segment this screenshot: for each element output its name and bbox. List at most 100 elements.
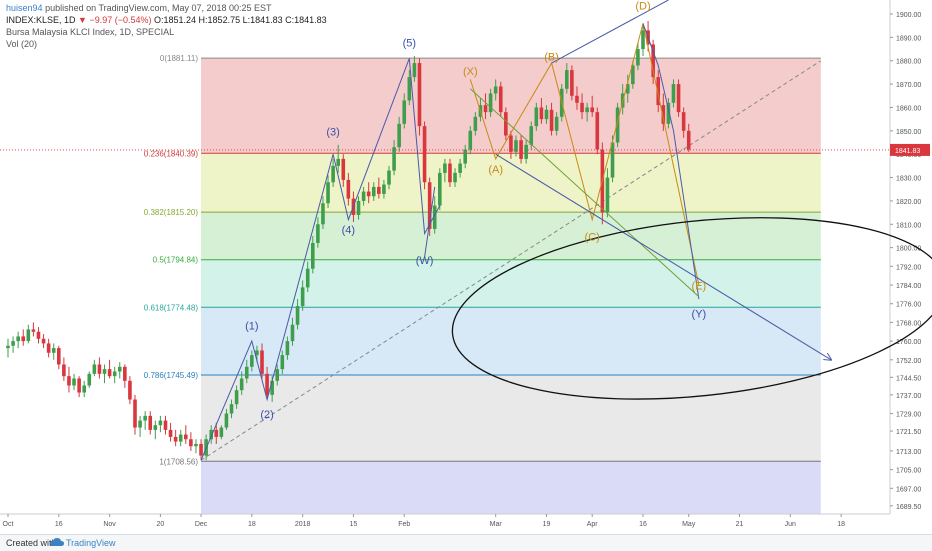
- candle: [539, 98, 544, 124]
- candle-body: [346, 179, 351, 199]
- candle-body: [387, 170, 391, 185]
- candle-body: [97, 364, 102, 374]
- candle-body: [671, 84, 676, 103]
- candle-body: [356, 200, 361, 215]
- time-tick-label: Oct: [3, 521, 14, 528]
- candle: [285, 336, 290, 360]
- candle-body: [51, 348, 56, 353]
- candle-body: [82, 385, 86, 393]
- candle-body: [112, 371, 117, 377]
- candle-body: [534, 107, 539, 127]
- time-axis[interactable]: Oct 16 Nov 20 Dec 18 2018 15 Feb Mar 19 Apr 16 May 21 J…: [0, 513, 890, 528]
- candle-body: [651, 44, 655, 78]
- price-tick-label: 1697.00: [896, 486, 921, 493]
- candle-body: [189, 439, 193, 447]
- candle: [92, 359, 97, 377]
- candle-body: [219, 427, 224, 437]
- candle: [346, 172, 351, 206]
- price-tick-label: 1850.00: [896, 129, 921, 136]
- candle: [214, 422, 219, 444]
- candle-body: [605, 177, 610, 213]
- candle-body: [224, 413, 229, 428]
- candle-body: [483, 105, 488, 113]
- candle-body: [432, 205, 437, 229]
- candle-body: [631, 65, 635, 85]
- candle: [305, 261, 310, 293]
- candle-body: [371, 186, 376, 197]
- candle-body: [250, 355, 254, 367]
- candle: [666, 98, 671, 129]
- candle: [168, 422, 173, 442]
- candle-body: [6, 345, 10, 349]
- candle: [366, 182, 371, 204]
- candle: [290, 317, 295, 346]
- candle: [173, 429, 178, 447]
- candle: [224, 408, 229, 430]
- candle-body: [493, 86, 498, 94]
- candle: [67, 366, 71, 393]
- price-tick-label: 1860.00: [896, 105, 921, 112]
- candle: [21, 329, 26, 346]
- candle-body: [260, 350, 264, 374]
- fib-zone-5: [201, 375, 821, 462]
- time-tick-label: 20: [157, 521, 165, 528]
- candle: [402, 93, 407, 129]
- candle: [554, 112, 559, 136]
- dashed-trendline: [200, 60, 822, 461]
- candle-body: [209, 429, 213, 440]
- candle-body: [321, 203, 325, 225]
- wave-label: (5): [403, 38, 416, 50]
- candle-body: [143, 415, 147, 421]
- candle-body: [565, 70, 569, 89]
- price-tick-label: 1705.00: [896, 468, 921, 475]
- time-tick-label: Jun: [785, 521, 796, 528]
- candle-body: [128, 380, 132, 400]
- author-link[interactable]: huisen94: [6, 3, 43, 13]
- candle: [397, 116, 401, 152]
- candle-body: [239, 378, 244, 391]
- candle: [590, 95, 594, 117]
- candle-body: [331, 165, 335, 183]
- candle-body: [463, 149, 467, 164]
- candle: [265, 366, 269, 400]
- price-tick-label: 1870.00: [896, 82, 921, 89]
- candle-body: [473, 116, 478, 131]
- tradingview-cloud-icon: [50, 537, 64, 549]
- candle: [234, 385, 239, 409]
- candle: [112, 366, 117, 384]
- price-chart[interactable]: 0(1881.11) 0.236(1840.39) 0.382(1815.20) 0.…: [0, 0, 932, 534]
- price-tick-label: 1830.00: [896, 176, 921, 183]
- time-tick-label: May: [682, 521, 696, 528]
- price-tick-label: 1890.00: [896, 35, 921, 42]
- candle: [123, 364, 127, 388]
- time-tick-label: 21: [736, 521, 744, 528]
- candle-body: [656, 77, 661, 106]
- candle-body: [524, 144, 528, 159]
- candle-body: [417, 63, 422, 127]
- fibonacci-retracement: 0(1881.11) 0.236(1840.39) 0.382(1815.20) 0.…: [144, 54, 821, 514]
- candle-body: [458, 163, 462, 173]
- candle: [361, 186, 366, 206]
- candle: [260, 343, 264, 379]
- candle: [128, 376, 132, 405]
- candle-body: [504, 112, 508, 136]
- candle-body: [184, 434, 188, 440]
- candle: [158, 415, 163, 433]
- candle: [133, 394, 137, 435]
- candle-body: [285, 341, 290, 356]
- candle-body: [422, 126, 427, 183]
- candle: [229, 399, 234, 419]
- candle: [250, 350, 254, 372]
- price-tick-label: 1760.00: [896, 339, 921, 346]
- candle-body: [16, 336, 20, 342]
- candle: [77, 376, 81, 398]
- candle: [62, 357, 66, 381]
- candle: [321, 196, 325, 229]
- candle: [443, 158, 447, 183]
- price-axis[interactable]: 1900.00 1890.00 1880.00 1870.00 1860.00 1850.…: [889, 0, 932, 514]
- candle-body: [336, 158, 340, 166]
- last-price-badge: [890, 143, 930, 156]
- candle: [72, 373, 76, 391]
- tradingview-brand[interactable]: TradingView: [66, 538, 116, 548]
- candle-body: [468, 130, 473, 150]
